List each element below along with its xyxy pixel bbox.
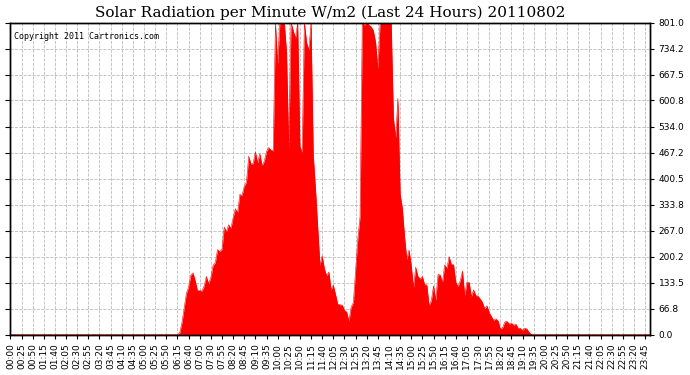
Title: Solar Radiation per Minute W/m2 (Last 24 Hours) 20110802: Solar Radiation per Minute W/m2 (Last 24… — [95, 6, 565, 20]
Text: Copyright 2011 Cartronics.com: Copyright 2011 Cartronics.com — [14, 32, 159, 41]
